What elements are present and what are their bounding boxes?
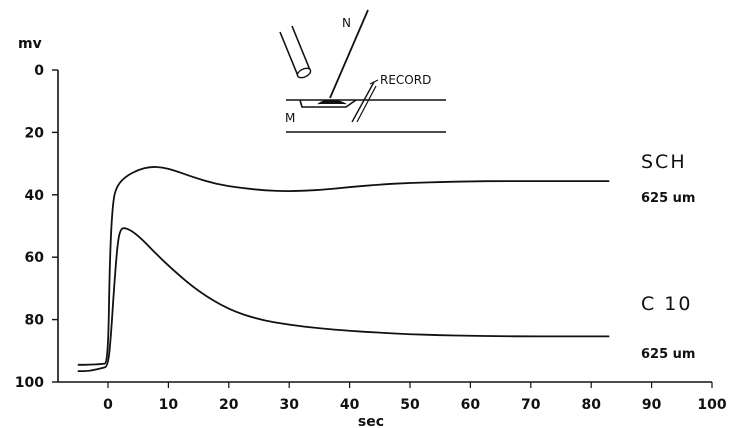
y-tick-label: 20 — [25, 125, 45, 141]
inset-perfusion-pipette — [279, 25, 312, 79]
inset-nerve-fiber — [329, 9, 369, 99]
x-tick-label: 100 — [697, 397, 726, 413]
x-tick-label: 20 — [219, 397, 239, 413]
inset-record-electrode — [351, 79, 379, 123]
x-tick-label: 40 — [340, 397, 360, 413]
y-tick-label: 0 — [34, 63, 44, 79]
series-label-c10: C 10 — [641, 293, 692, 315]
inset-label-record: RECORD — [380, 73, 431, 87]
series-sublabel-sch: 625 um — [641, 191, 695, 206]
x-tick-label: 80 — [581, 397, 601, 413]
series-label-sch: SCH — [641, 151, 687, 173]
x-tick-label: 50 — [400, 397, 420, 413]
inset-endplate — [299, 99, 357, 108]
x-tick-label: 60 — [461, 397, 481, 413]
inset-label-m: M — [285, 111, 295, 125]
series-group — [77, 166, 610, 373]
x-axis-title: sec — [358, 414, 384, 428]
y-axis-title: mv — [18, 36, 42, 52]
x-tick-label: 30 — [279, 397, 299, 413]
x-tick-label: 10 — [159, 397, 179, 413]
series-sublabel-c10: 625 um — [641, 347, 695, 362]
x-tick-label: 0 — [103, 397, 113, 413]
series-line-sch — [77, 166, 610, 366]
series-line-c10 — [77, 227, 610, 373]
inset-nerve-terminal — [317, 99, 347, 105]
y-tick-label: 80 — [25, 313, 45, 329]
y-tick-label: 40 — [25, 188, 45, 204]
x-ticks-group: 0 10 20 30 40 50 60 70 80 90 100 — [103, 382, 727, 413]
y-tick-label: 100 — [15, 375, 44, 391]
inset-label-n: N — [342, 16, 351, 30]
y-ticks-group: 0 20 40 60 80 100 — [15, 63, 58, 391]
y-tick-label: 60 — [25, 250, 45, 266]
x-tick-label: 90 — [642, 397, 662, 413]
x-tick-label: 70 — [521, 397, 541, 413]
inset-schematic: N M RECORD — [279, 9, 446, 133]
